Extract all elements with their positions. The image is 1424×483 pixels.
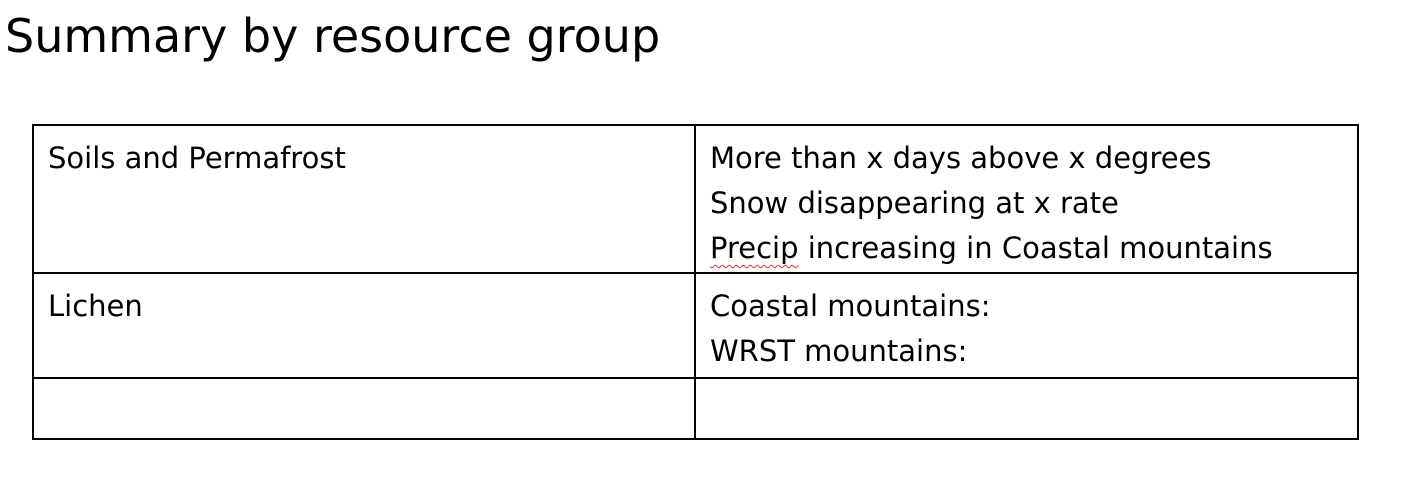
table-cell-resource[interactable] — [32, 377, 696, 440]
resource-name: Lichen — [48, 289, 143, 323]
table-cell-resource[interactable]: Soils and Permafrost — [32, 124, 696, 274]
note-line: WRST mountains: — [710, 334, 968, 368]
note-line: Precip increasing in Coastal mountains — [710, 226, 1343, 271]
note-line: Coastal mountains: — [710, 289, 991, 323]
table-row — [32, 377, 1359, 440]
table-cell-resource[interactable]: Lichen — [32, 272, 696, 379]
table-cell-notes[interactable] — [694, 377, 1359, 440]
table-row: Soils and Permafrost More than x days ab… — [32, 124, 1359, 274]
note-line: More than x days above x degrees — [710, 141, 1212, 175]
spellcheck-flagged-word[interactable]: Precip — [710, 231, 799, 265]
summary-table: Soils and Permafrost More than x days ab… — [32, 124, 1359, 440]
page-title: Summary by resource group — [5, 9, 661, 63]
resource-name: Soils and Permafrost — [48, 141, 346, 175]
table-cell-notes[interactable]: More than x days above x degrees Snow di… — [694, 124, 1359, 274]
table-row: Lichen Coastal mountains: WRST mountains… — [32, 272, 1359, 379]
note-line: Snow disappearing at x rate — [710, 186, 1119, 220]
note-text: increasing in Coastal mountains — [798, 231, 1273, 265]
table-cell-notes[interactable]: Coastal mountains: WRST mountains: — [694, 272, 1359, 379]
